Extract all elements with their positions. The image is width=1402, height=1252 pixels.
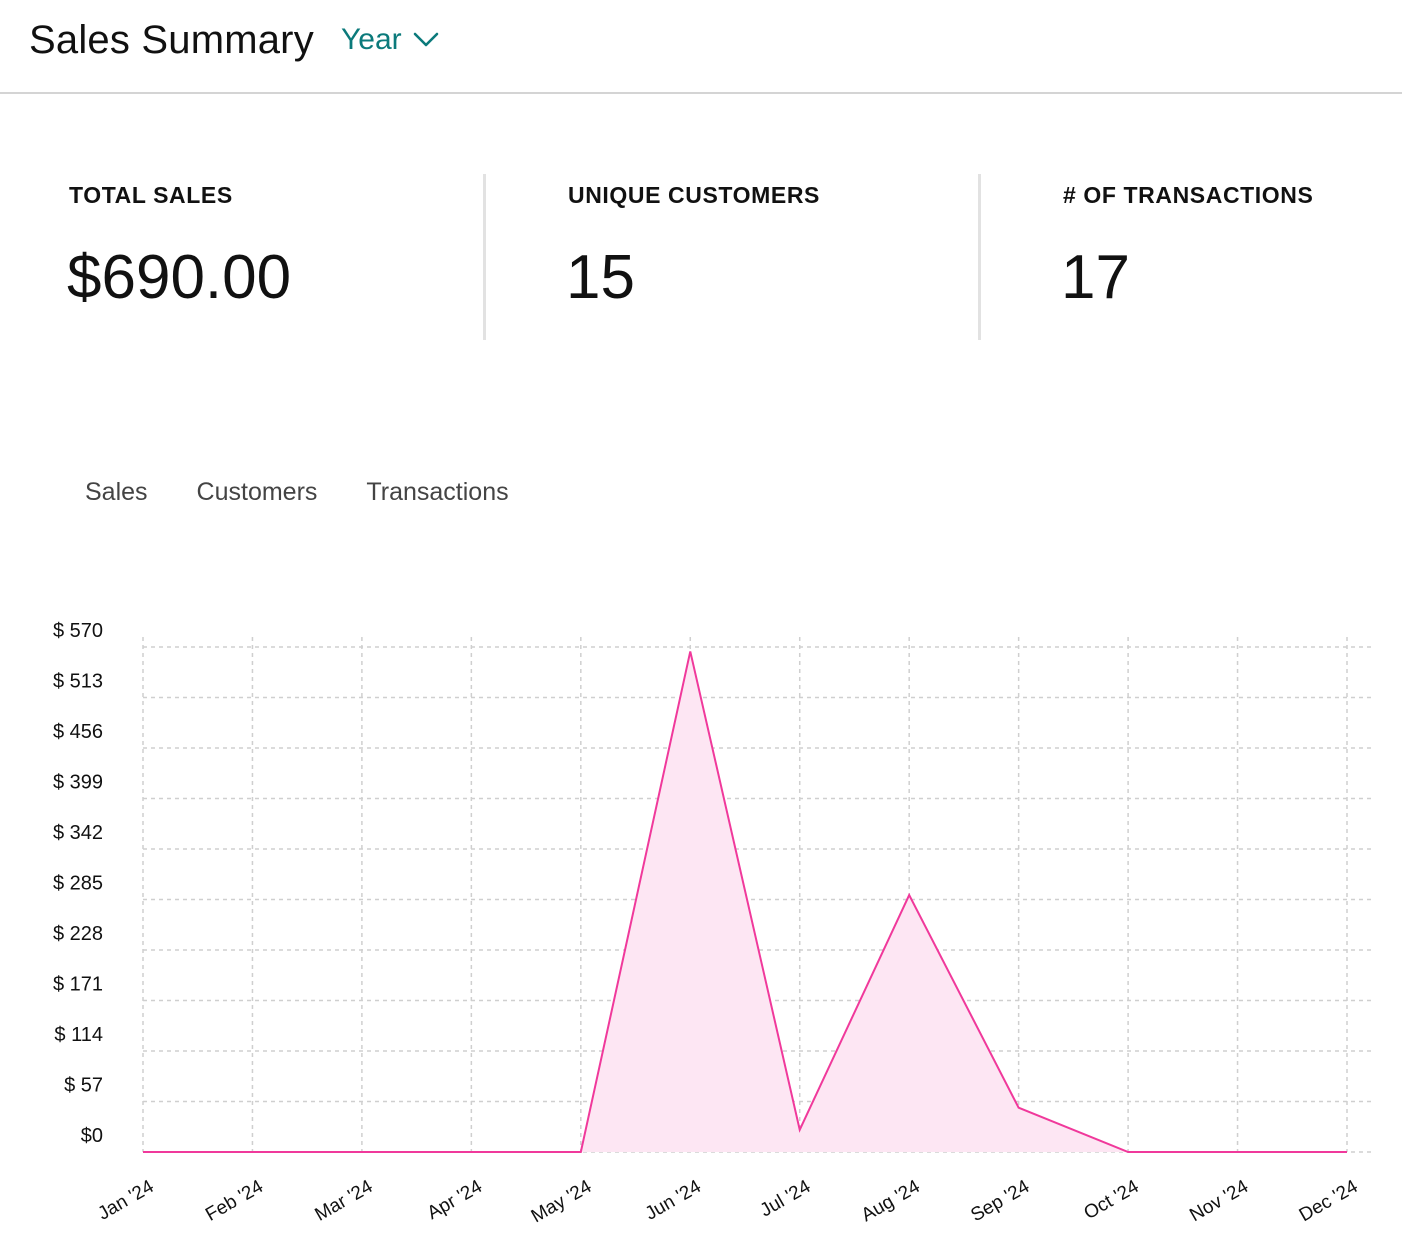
metric-label: UNIQUE CUSTOMERS <box>568 182 820 208</box>
chart-tabs: Sales Customers Transactions <box>85 474 558 510</box>
metric-divider <box>483 174 486 340</box>
chevron-down-icon <box>413 32 438 47</box>
y-tick-label: $ 342 <box>53 822 103 844</box>
tab-transactions[interactable]: Transactions <box>366 478 509 506</box>
period-dropdown[interactable]: Year <box>341 20 440 60</box>
sales-chart: $ 570 $ 513 $ 456 $ 399 $ 342 $ 285 $ 228 $ 171… <box>53 620 1375 1227</box>
x-tick-label: Apr '24 <box>424 1176 486 1224</box>
metric-label: # OF TRANSACTIONS <box>1063 182 1314 208</box>
y-tick-label: $ 228 <box>53 923 103 945</box>
y-tick-label: $0 <box>81 1125 103 1147</box>
series-area <box>143 651 1347 1152</box>
metric-label: TOTAL SALES <box>69 182 233 208</box>
x-tick-label: Aug '24 <box>858 1176 924 1226</box>
metric-value: 15 <box>566 243 635 312</box>
y-tick-label: $ 285 <box>53 873 103 895</box>
tab-customers[interactable]: Customers <box>196 478 318 506</box>
x-tick-label: Jul '24 <box>757 1176 815 1222</box>
y-tick-label: $ 513 <box>53 671 103 693</box>
x-tick-label: Oct '24 <box>1080 1176 1142 1224</box>
tab-sales[interactable]: Sales <box>85 478 148 506</box>
header-bar: Sales Summary Year <box>0 0 1402 94</box>
metric-value: $690.00 <box>67 243 292 312</box>
y-tick-label: $ 114 <box>54 1024 103 1046</box>
period-label: Year <box>341 23 402 56</box>
x-tick-label: Mar '24 <box>312 1176 377 1226</box>
metric-value: 17 <box>1061 243 1130 312</box>
x-tick-label: Sep '24 <box>967 1176 1033 1226</box>
y-tick-label: $ 171 <box>53 974 103 996</box>
series-line <box>143 651 1347 1153</box>
y-tick-label: $ 57 <box>64 1075 103 1097</box>
y-tick-label: $ 399 <box>53 772 103 794</box>
page-title: Sales Summary <box>29 18 314 62</box>
y-tick-label: $ 456 <box>53 721 103 743</box>
x-tick-label: May '24 <box>528 1176 596 1227</box>
x-tick-label: Dec '24 <box>1296 1176 1362 1226</box>
x-tick-label: Nov '24 <box>1186 1176 1252 1226</box>
metric-divider <box>978 174 981 340</box>
x-tick-label: Jan '24 <box>94 1176 157 1225</box>
x-tick-label: Jun '24 <box>642 1176 705 1225</box>
y-tick-label: $ 570 <box>53 620 103 642</box>
x-tick-label: Feb '24 <box>202 1176 267 1226</box>
